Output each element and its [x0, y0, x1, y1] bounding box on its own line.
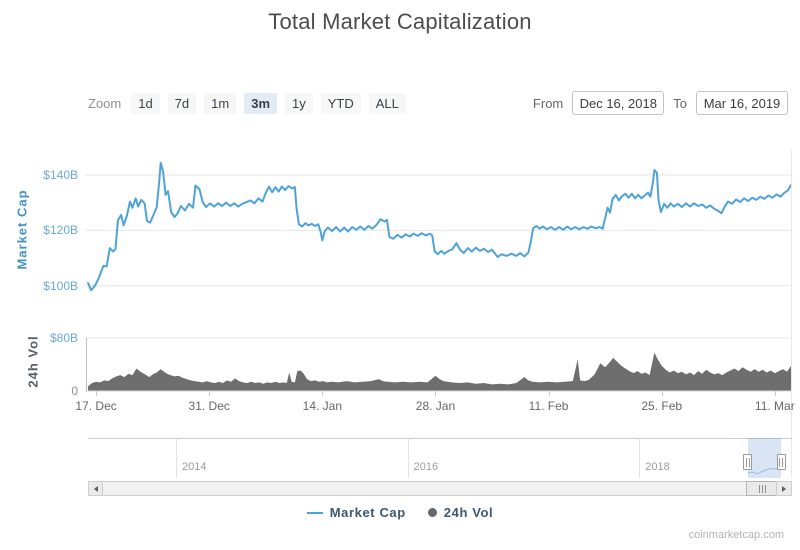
- x-axis-label: 28. Jan: [415, 399, 456, 413]
- legend-item-24h-vol[interactable]: 24h Vol: [427, 505, 494, 520]
- scrollbar-right-button[interactable]: [776, 481, 792, 496]
- volume-axis-title: 24h Vol: [25, 335, 41, 388]
- scrollbar-left-button[interactable]: [88, 481, 103, 496]
- navigator-gridline: [407, 439, 409, 478]
- legend-item-market-cap[interactable]: Market Cap: [306, 505, 406, 520]
- zoom-buttons: 1d 7d 1m 3m 1y YTD ALL: [131, 92, 406, 114]
- zoom-label: Zoom: [88, 95, 122, 111]
- navigator-gridline: [639, 439, 641, 478]
- y-axis-label: $120B: [43, 223, 78, 238]
- y-axis-label: $140B: [43, 168, 78, 182]
- market-cap-axis-title: Market Cap: [14, 189, 30, 270]
- zoom-button-all[interactable]: ALL: [368, 92, 406, 114]
- from-date-input[interactable]: [572, 91, 665, 115]
- x-axis-label: 25. Feb: [641, 399, 683, 413]
- navigator-year-label: 2016: [413, 461, 439, 473]
- legend: Market Cap 24h Vol: [0, 505, 800, 520]
- navigator-top-border: [88, 438, 792, 439]
- x-axis-tick: [209, 391, 211, 396]
- x-axis-label: 11. Feb: [528, 399, 569, 413]
- line-marker-icon: [306, 511, 323, 514]
- navigator-handle-right[interactable]: [776, 454, 786, 470]
- legend-label: 24h Vol: [443, 505, 494, 520]
- zoom-button-1m[interactable]: 1m: [204, 92, 237, 114]
- y-axis-label: $100B: [43, 278, 78, 293]
- zoom-button-1y[interactable]: 1y: [285, 92, 313, 114]
- market-cap-plot-area[interactable]: [85, 150, 792, 310]
- x-axis-tick: [322, 391, 324, 396]
- attribution: coinmarketcap.com: [688, 529, 784, 541]
- x-axis-label: 31. Dec: [188, 399, 230, 413]
- navigator-mini-series: [748, 466, 781, 475]
- navigator-gridline: [176, 439, 177, 478]
- x-axis-tick: [774, 391, 776, 396]
- x-axis-tick: [548, 391, 550, 396]
- scrollbar-thumb[interactable]: [746, 481, 778, 496]
- zoom-button-1d[interactable]: 1d: [131, 92, 160, 114]
- to-label: To: [673, 95, 687, 111]
- right-arrow-icon: [782, 485, 786, 492]
- range-selector: Zoom 1d 7d 1m 3m 1y YTD ALL: [88, 91, 406, 115]
- grip-icon: [758, 484, 760, 493]
- left-arrow-icon: [93, 485, 98, 492]
- volume-plot-area[interactable]: [85, 333, 792, 392]
- x-axis-tick: [661, 391, 663, 396]
- scrollbar[interactable]: [88, 481, 792, 496]
- to-date-input[interactable]: [696, 91, 788, 115]
- zoom-button-ytd[interactable]: YTD: [320, 92, 361, 114]
- plot-right-border: [791, 150, 792, 478]
- y-axis-label: $80B: [49, 331, 78, 345]
- date-range-controls: From To: [533, 91, 788, 115]
- legend-label: Market Cap: [329, 505, 406, 520]
- page-title: Total Market Capitalization: [268, 9, 532, 34]
- zoom-button-3m[interactable]: 3m: [244, 92, 278, 114]
- navigator-year-label: 2018: [645, 461, 670, 473]
- zoom-button-7d[interactable]: 7d: [167, 92, 197, 114]
- x-axis-tick: [96, 391, 98, 396]
- navigator-handle-left[interactable]: [743, 454, 753, 470]
- x-axis-label: 17. Dec: [75, 399, 117, 413]
- volume-axis-line: [86, 338, 87, 391]
- circle-marker-icon: [427, 508, 437, 517]
- y-axis-label: 0: [71, 384, 78, 398]
- x-axis-label: 14. Jan: [302, 399, 343, 413]
- navigator-year-label: 2014: [182, 461, 207, 473]
- from-label: From: [532, 95, 564, 111]
- x-axis-tick: [435, 391, 437, 396]
- navigator-selection[interactable]: [743, 438, 786, 478]
- x-axis-label: 11. Mar: [754, 399, 795, 413]
